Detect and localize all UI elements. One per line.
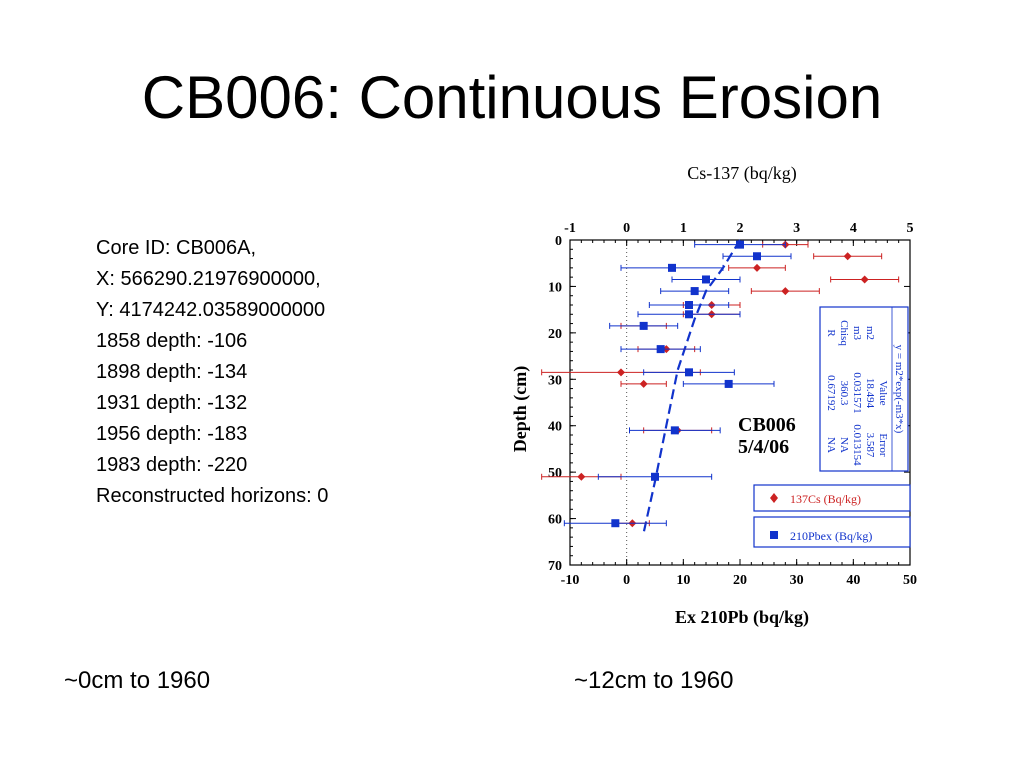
y-tick-label: 10 <box>548 280 562 295</box>
y-tick-label: 0 <box>555 234 562 249</box>
fit-row-m3-error: 0.013154 <box>851 424 863 466</box>
caption-left: ~0cm to 1960 <box>64 667 211 694</box>
pb210-point <box>690 287 699 296</box>
legend-cs137-box <box>753 484 911 512</box>
legend-pb210-label: 210Pbex (Bq/kg) <box>790 529 872 543</box>
fit-row-m2-value: 18.494 <box>864 378 876 409</box>
fit-curve-line <box>642 239 741 533</box>
fit-row-m3-value: 0.031571 <box>851 372 863 413</box>
legend-cs137-label: 137Cs (Bq/kg) <box>790 492 861 506</box>
bottom-tick-label: -10 <box>561 573 580 588</box>
info-1858-depth: 1858 depth: -106 <box>96 330 248 352</box>
cs137-point <box>860 275 869 284</box>
y-axis-label: Depth (cm) <box>510 366 531 452</box>
caption-right: ~12cm to 1960 <box>574 667 734 694</box>
fit-equation: y = m2*exp(-m3*x) <box>893 345 905 434</box>
pb210-point <box>670 426 679 435</box>
top-tick-label: -1 <box>564 221 576 236</box>
bottom-tick-label: 40 <box>846 573 860 588</box>
info-core-id: Core ID: CB006A, <box>96 237 257 259</box>
fit-header-value: Value <box>877 380 889 405</box>
legend-pb210-box <box>753 516 911 548</box>
depth-profile-chart: Cs-137 (bq/kg) Ex 210Pb (bq/kg) Depth (c… <box>510 163 917 628</box>
legend-pb210: 210Pbex (Bq/kg) <box>753 516 911 548</box>
pb210-point <box>611 519 620 528</box>
pb210-point <box>668 263 676 272</box>
top-tick-label: 4 <box>850 221 857 236</box>
fit-row-r-error: NA <box>825 437 837 453</box>
pb210-point <box>702 275 710 284</box>
bottom-axis-label: Ex 210Pb (bq/kg) <box>675 607 809 628</box>
y-tick-label: 50 <box>548 466 562 481</box>
info-1931-depth: 1931 depth: -132 <box>96 392 248 414</box>
top-tick-label: 2 <box>737 221 744 236</box>
pb210-point <box>685 310 693 319</box>
core-annotation-id: CB006 <box>738 414 796 436</box>
core-annotation-date: 5/4/06 <box>738 436 789 458</box>
info-1956-depth: 1956 depth: -183 <box>96 423 248 445</box>
fit-row-r-name: R <box>825 329 837 337</box>
bottom-tick-label: 30 <box>790 573 804 588</box>
bottom-tick-label: 20 <box>733 573 747 588</box>
cs137-point <box>577 472 586 481</box>
fit-row-m2-name: m2 <box>864 326 876 340</box>
fit-row-m2-error: 3.587 <box>864 433 876 458</box>
top-axis-label: Cs-137 (bq/kg) <box>687 163 797 184</box>
pb210-point <box>724 379 733 388</box>
pb210-point <box>656 345 665 354</box>
info-reconstructed-horizons: Reconstructed horizons: 0 <box>96 485 329 507</box>
cs137-point <box>753 263 761 272</box>
fit-header-error: Error <box>877 433 889 457</box>
top-tick-label: 1 <box>680 221 687 236</box>
legend-cs137-diamond-marker <box>770 493 778 503</box>
bottom-tick-label: 0 <box>623 573 630 588</box>
fit-row-chisq-value: 360.3 <box>838 381 850 406</box>
info-1983-depth: 1983 depth: -220 <box>96 454 248 476</box>
fit-row-chisq-name: Chisq <box>838 320 850 346</box>
core-info-block: Core ID: CB006A, X: 566290.21976900000, … <box>96 233 328 512</box>
y-tick-label: 30 <box>548 373 562 388</box>
info-y-coordinate: Y: 4174242.03589000000 <box>96 299 326 321</box>
legend-cs137: 137Cs (Bq/kg) <box>753 484 911 512</box>
pb210-point <box>685 368 693 377</box>
pb210-point <box>639 321 648 330</box>
fit-box-border <box>819 306 909 472</box>
slide-title: CB006: Continuous Erosion <box>141 64 883 131</box>
cs137-point <box>781 287 790 296</box>
bottom-tick-label: 10 <box>676 573 690 588</box>
cs137-point <box>639 379 648 388</box>
cs137-point <box>617 368 625 377</box>
pb210-point <box>651 472 659 481</box>
fit-row-chisq-error: NA <box>838 437 850 453</box>
top-tick-label: 5 <box>907 221 914 236</box>
y-tick-label: 70 <box>548 559 562 574</box>
info-x-coordinate: X: 566290.21976900000, <box>96 268 321 290</box>
fit-row-r-value: 0.67192 <box>825 375 837 411</box>
bottom-tick-label: 50 <box>903 573 917 588</box>
cs137-point <box>843 252 852 261</box>
pb210-point <box>685 301 693 309</box>
y-tick-label: 60 <box>548 513 562 528</box>
pb210-point <box>736 240 744 249</box>
top-tick-label: 0 <box>623 221 630 236</box>
fit-results-box: y = m2*exp(-m3*x) Value Error m2 18.494 … <box>819 306 909 472</box>
info-1898-depth: 1898 depth: -134 <box>96 361 248 383</box>
y-tick-label: 40 <box>548 420 562 435</box>
pb210-point <box>753 252 761 261</box>
y-tick-label: 20 <box>548 327 562 342</box>
legend-pb210-square-marker <box>770 531 778 539</box>
top-tick-label: 3 <box>793 221 800 236</box>
fit-row-m3-name: m3 <box>851 326 863 341</box>
